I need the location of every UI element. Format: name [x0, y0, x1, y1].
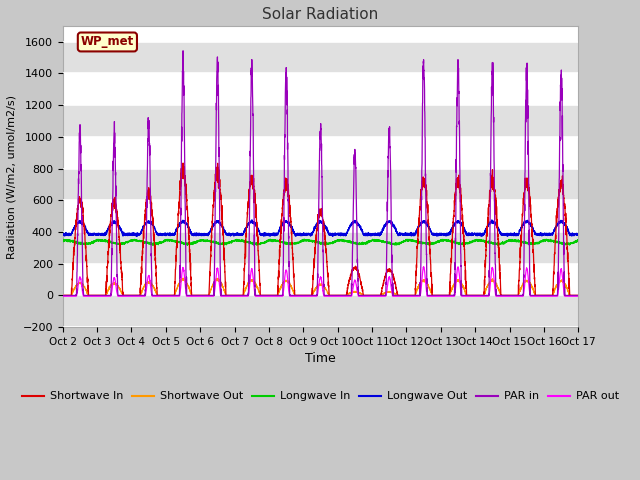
Bar	[63, 232, 579, 264]
Bar	[63, 295, 579, 327]
X-axis label: Time: Time	[305, 352, 336, 365]
Y-axis label: Radiation (W/m2, umol/m2/s): Radiation (W/m2, umol/m2/s)	[7, 95, 17, 259]
Bar	[63, 42, 579, 73]
Legend: Shortwave In, Shortwave Out, Longwave In, Longwave Out, PAR in, PAR out: Shortwave In, Shortwave Out, Longwave In…	[18, 387, 623, 406]
Bar	[63, 168, 579, 200]
Bar	[63, 105, 579, 137]
Text: WP_met: WP_met	[81, 36, 134, 48]
Title: Solar Radiation: Solar Radiation	[262, 7, 379, 22]
